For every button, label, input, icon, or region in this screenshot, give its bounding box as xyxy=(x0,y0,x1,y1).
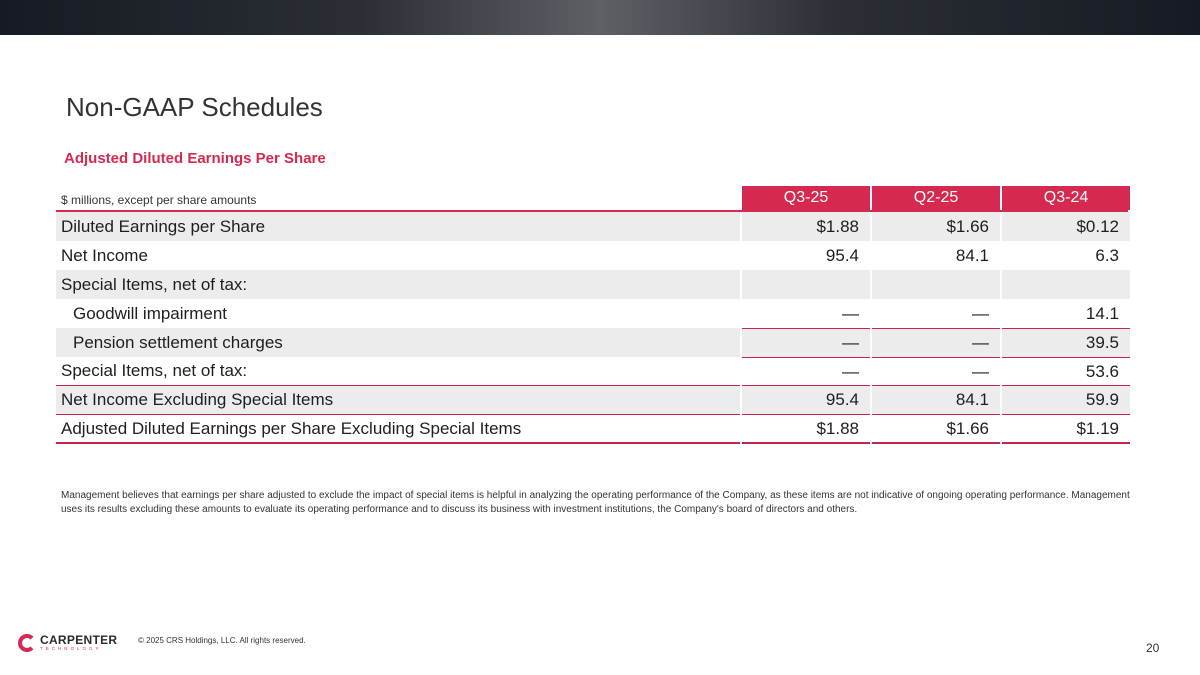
row-label: Special Items, net of tax: xyxy=(56,270,740,299)
cell-value: — xyxy=(742,357,870,386)
cell-value: $1.19 xyxy=(1002,415,1130,444)
cell-value: 84.1 xyxy=(872,386,1000,415)
cell-value xyxy=(742,270,870,299)
cell-value: $0.12 xyxy=(1002,212,1130,241)
units-note: $ millions, except per share amounts xyxy=(61,193,257,207)
cell-value: 59.9 xyxy=(1002,386,1130,415)
page-number: 20 xyxy=(1146,641,1160,655)
column-header-q3-25: Q3-25 xyxy=(742,186,870,210)
cell-value: 95.4 xyxy=(825,245,859,265)
company-logo: CARPENTER TECHNOLOGY xyxy=(18,632,128,654)
cell-value: — xyxy=(742,328,870,357)
row-label: Net Income Excluding Special Items xyxy=(56,386,740,415)
row-label: Pension settlement charges xyxy=(56,328,740,357)
page-title: Non-GAAP Schedules xyxy=(66,92,323,122)
row-label: Adjusted Diluted Earnings per Share Excl… xyxy=(56,415,740,444)
cell-value: 6.3 xyxy=(1095,245,1119,265)
table-row: Adjusted Diluted Earnings per Share Excl… xyxy=(56,415,1130,444)
cell-value: — xyxy=(972,303,989,323)
cell-value: $1.66 xyxy=(872,212,1000,241)
table-row: Net Income 95.4 84.1 6.3 xyxy=(56,241,1128,270)
cell-value: 53.6 xyxy=(1002,357,1130,386)
cell-value: $1.66 xyxy=(872,415,1000,444)
table-header: $ millions, except per share amounts Q3-… xyxy=(56,186,1130,212)
cell-value: 95.4 xyxy=(742,386,870,415)
table-row: Goodwill impairment — — 14.1 xyxy=(56,299,1128,328)
row-label: Diluted Earnings per Share xyxy=(56,212,740,241)
table-row: Special Items, net of tax: — — 53.6 xyxy=(56,357,1130,386)
cell-value: $1.88 xyxy=(742,212,870,241)
table-row: Special Items, net of tax: xyxy=(56,270,1130,299)
cell-value: 39.5 xyxy=(1002,328,1130,357)
eps-table: $ millions, except per share amounts Q3-… xyxy=(56,186,1130,444)
cell-value: — xyxy=(872,328,1000,357)
column-header-q2-25: Q2-25 xyxy=(872,186,1000,210)
table-row: Diluted Earnings per Share $1.88 $1.66 $… xyxy=(56,212,1130,241)
row-label: Goodwill impairment xyxy=(73,303,227,323)
row-label: Net Income xyxy=(61,245,148,265)
cell-value: 84.1 xyxy=(955,245,989,265)
section-subtitle: Adjusted Diluted Earnings Per Share xyxy=(64,150,326,167)
table-row: Net Income Excluding Special Items 95.4 … xyxy=(56,386,1130,415)
footnote: Management believes that earnings per sh… xyxy=(61,490,1130,515)
logo-name: CARPENTER xyxy=(40,633,118,648)
cell-value xyxy=(1002,270,1130,299)
top-banner xyxy=(0,0,1200,35)
logo-wordmark: CARPENTER TECHNOLOGY xyxy=(40,634,117,652)
cell-value: $1.88 xyxy=(742,415,870,444)
copyright: © 2025 CRS Holdings, LLC. All rights res… xyxy=(138,636,306,645)
cell-value xyxy=(872,270,1000,299)
cell-value: 14.1 xyxy=(1085,303,1119,323)
cell-value: — xyxy=(842,303,859,323)
logo-subtitle: TECHNOLOGY xyxy=(40,646,102,652)
cell-value: — xyxy=(872,357,1000,386)
column-header-q3-24: Q3-24 xyxy=(1002,186,1130,210)
logo-icon xyxy=(18,634,36,652)
row-label: Special Items, net of tax: xyxy=(56,357,740,386)
table-row: Pension settlement charges — — 39.5 xyxy=(56,328,1130,357)
